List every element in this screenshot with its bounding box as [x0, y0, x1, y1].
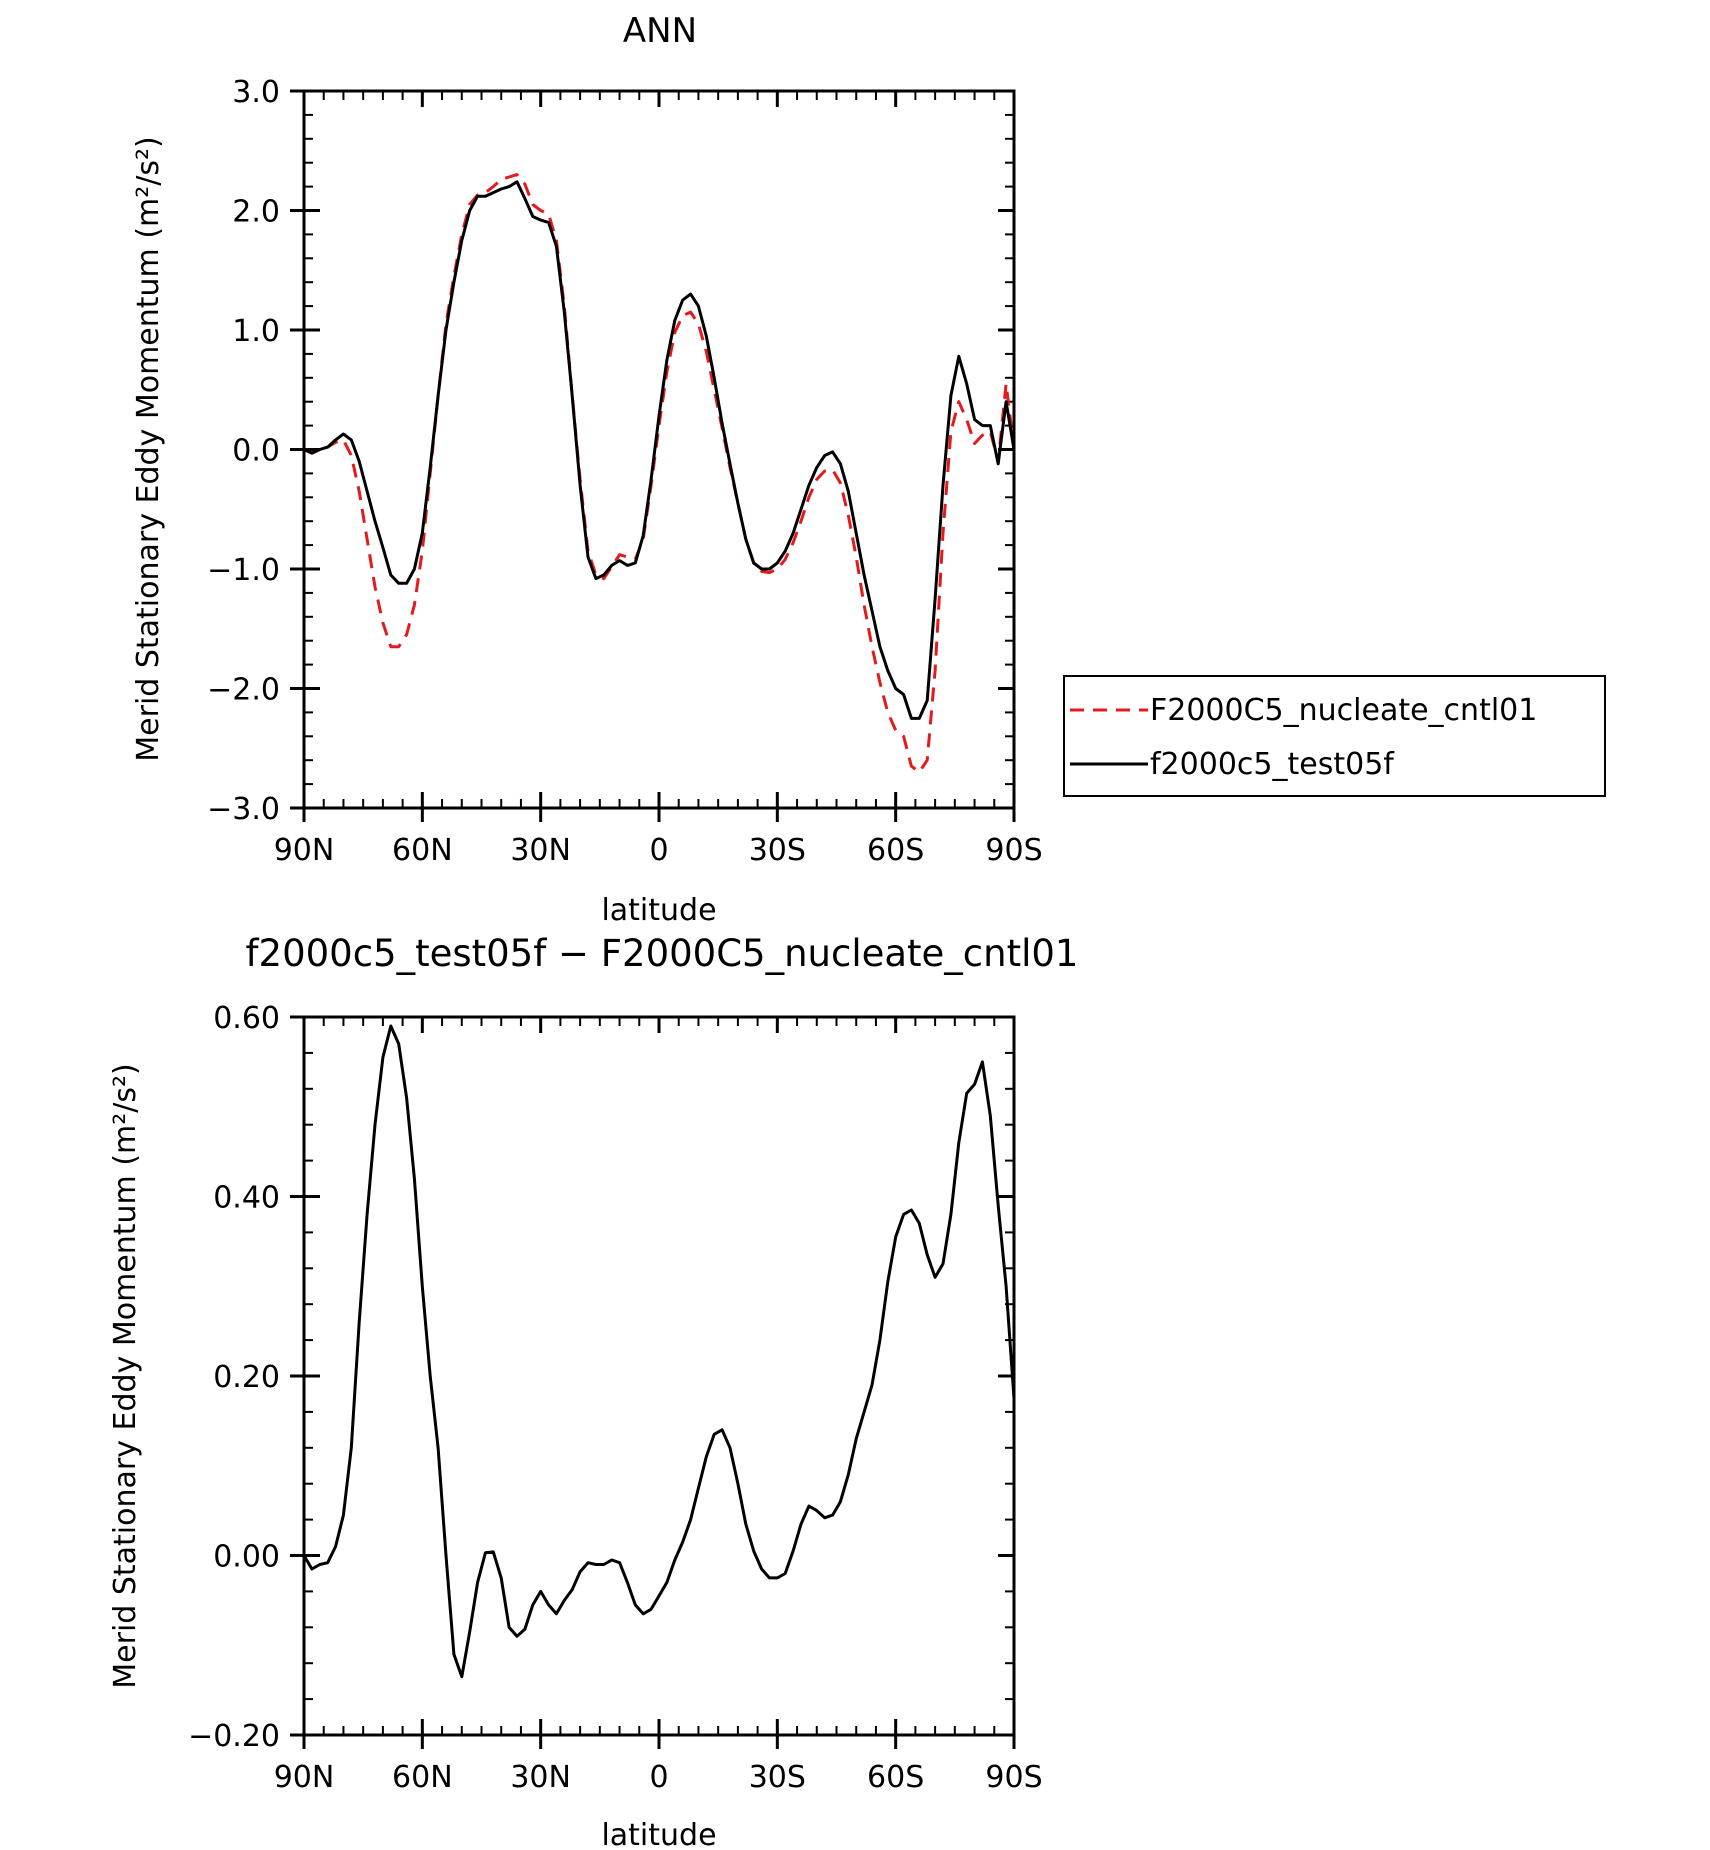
legend-entry-test05f: f2000c5_test05f [1150, 747, 1395, 782]
y-axis-label: Merid Stationary Eddy Momentum (m²/s²) [108, 1063, 143, 1688]
y-tick-label: 2.0 [232, 195, 280, 230]
x-tick-label: 30S [749, 1760, 806, 1795]
axis-ticks [290, 89, 1016, 822]
series-layer [304, 173, 1014, 774]
x-tick-label: 90S [985, 833, 1042, 868]
x-tick-label: 30S [749, 833, 806, 868]
y-tick-label: 1.0 [232, 314, 280, 349]
y-tick-label: 0.0 [232, 434, 280, 469]
chart-title: f2000c5_test05f − F2000C5_nucleate_cntl0… [246, 932, 1079, 975]
y-tick-label: 0.60 [213, 1001, 280, 1036]
legend: F2000C5_nucleate_cntl01 f2000c5_test05f [1063, 675, 1606, 797]
x-tick-label: 90N [274, 833, 335, 868]
legend-entry-cntl01: F2000C5_nucleate_cntl01 [1150, 693, 1537, 728]
y-tick-label: 3.0 [232, 75, 280, 110]
legend-box [1063, 675, 1606, 797]
x-tick-label: 0 [649, 833, 668, 868]
chart-title: ANN [623, 11, 697, 51]
series-line-difference [304, 1024, 1014, 1679]
series-line-f2000c5_test05f [304, 180, 1014, 720]
x-axis-label: latitude [601, 893, 716, 928]
x-tick-label: 60N [392, 1760, 453, 1795]
x-tick-label: 0 [649, 1760, 668, 1795]
series-line-f2000c5_nucleate_cntl01 [304, 173, 1014, 774]
x-axis-label: latitude [601, 1818, 716, 1850]
y-tick-label: 0.40 [213, 1181, 280, 1216]
x-tick-label: 90N [274, 1760, 335, 1795]
x-tick-label: 30N [510, 1760, 571, 1795]
y-tick-label: −3.0 [207, 792, 280, 827]
x-tick-label: 60N [392, 833, 453, 868]
x-tick-label: 60S [867, 833, 924, 868]
series-layer [304, 1024, 1014, 1679]
plot-frame [302, 89, 1016, 810]
x-tick-label: 30N [510, 833, 571, 868]
tick-labels: 90N 60N 30N 0 30S 60S 90S −0.20 0.00 0.20 0.40 0.60 [188, 1001, 1043, 1795]
axis-ticks [290, 1015, 1016, 1749]
y-axis-label: Merid Stationary Eddy Momentum (m²/s²) [131, 136, 166, 761]
y-tick-label: −0.20 [188, 1719, 280, 1754]
plot-frame [302, 1015, 1016, 1737]
y-tick-label: 0.20 [213, 1360, 280, 1395]
y-tick-label: −2.0 [207, 673, 280, 708]
y-tick-label: −1.0 [207, 553, 280, 588]
x-tick-label: 60S [867, 1760, 924, 1795]
x-tick-label: 90S [985, 1760, 1042, 1795]
chart-panel-annual: ANN 90N 60N 30N 0 30S 60S 90S −3.0 −2.0 −1.0 0.0 1.… [131, 11, 1606, 928]
tick-labels: 90N 60N 30N 0 30S 60S 90S −3.0 −2.0 −1.0 0.0 1.0 2.0… [207, 75, 1042, 868]
y-tick-label: 0.00 [213, 1540, 280, 1575]
chart-panel-difference: f2000c5_test05f − F2000C5_nucleate_cntl0… [108, 932, 1078, 1850]
